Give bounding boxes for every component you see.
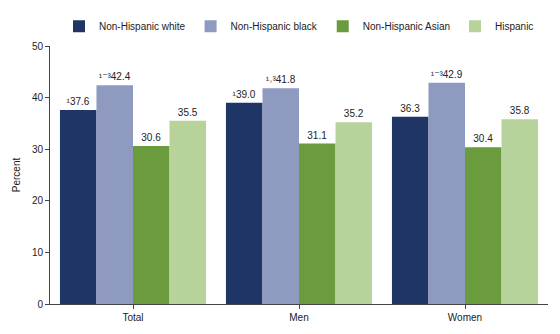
svg-text:¹39.0: ¹39.0	[233, 89, 256, 100]
svg-text:¹˒³41.8: ¹˒³41.8	[266, 74, 296, 85]
svg-text:35.8: 35.8	[510, 105, 530, 116]
svg-text:35.5: 35.5	[178, 107, 198, 118]
svg-text:Men: Men	[289, 312, 308, 323]
svg-text:36.3: 36.3	[400, 103, 420, 114]
svg-text:30.6: 30.6	[141, 132, 161, 143]
svg-text:20: 20	[32, 195, 44, 206]
svg-text:30.4: 30.4	[473, 133, 493, 144]
svg-text:40: 40	[32, 92, 44, 103]
svg-text:¹⁻³42.9: ¹⁻³42.9	[431, 69, 463, 80]
svg-text:35.2: 35.2	[344, 108, 364, 119]
svg-text:10: 10	[32, 247, 44, 258]
svg-text:¹⁻³42.4: ¹⁻³42.4	[99, 71, 131, 82]
svg-text:31.1: 31.1	[307, 130, 327, 141]
svg-text:50: 50	[32, 41, 44, 52]
svg-text:Hispanic: Hispanic	[495, 21, 533, 32]
svg-text:Percent: Percent	[11, 158, 22, 193]
svg-text:Non-Hispanic Asian: Non-Hispanic Asian	[363, 21, 450, 32]
svg-text:¹37.6: ¹37.6	[67, 96, 90, 107]
svg-text:Women: Women	[448, 312, 482, 323]
svg-text:Non-Hispanic white: Non-Hispanic white	[99, 21, 186, 32]
svg-text:0: 0	[37, 299, 43, 310]
svg-text:Total: Total	[122, 312, 143, 323]
svg-text:Non-Hispanic black: Non-Hispanic black	[231, 21, 318, 32]
svg-text:30: 30	[32, 144, 44, 155]
